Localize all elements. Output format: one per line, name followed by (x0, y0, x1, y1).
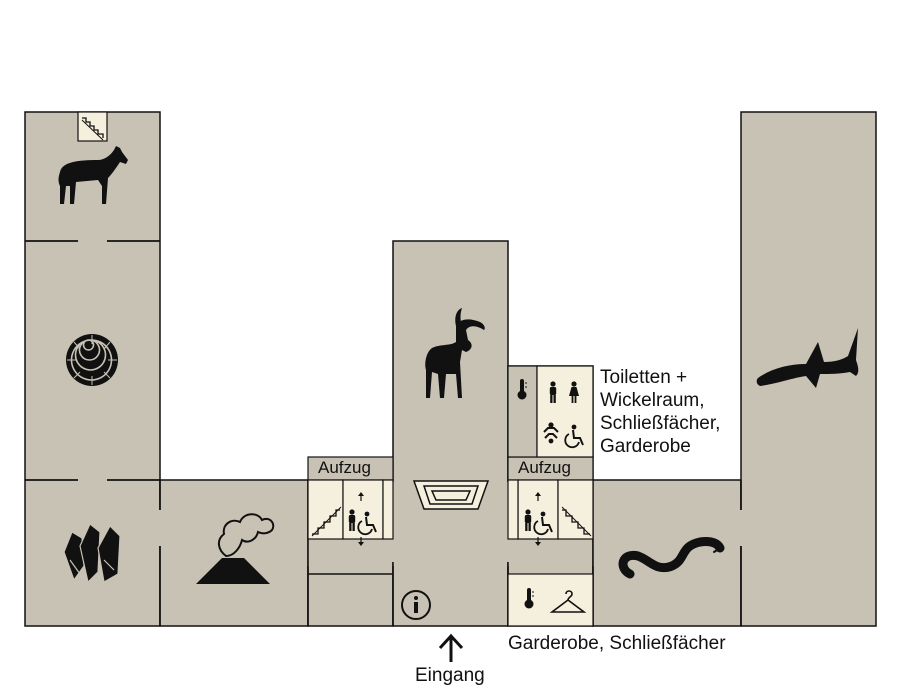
toilets-label-line4: Garderobe (600, 436, 691, 457)
toilets-label-line3: Schließfächer, (600, 413, 721, 434)
toilets-label-line1: Toiletten + (600, 367, 688, 388)
room-snake[interactable] (592, 479, 742, 627)
doorway-edges (159, 480, 742, 626)
toilets-block[interactable] (507, 365, 594, 458)
left-column-walls (25, 240, 160, 481)
info-counter[interactable] (412, 480, 490, 510)
crystal-icon (63, 523, 121, 584)
info-icon[interactable] (401, 590, 431, 620)
cloakroom-label: Garderobe, Schließfächer (508, 633, 726, 654)
lift-block-left[interactable] (307, 456, 394, 546)
ammonite-icon (66, 334, 118, 386)
elevator-icon (358, 492, 364, 546)
lift-label-right: Aufzug (518, 458, 571, 477)
snake-icon (618, 537, 725, 579)
hanger-icon (549, 590, 587, 613)
entrance-arrow-icon (438, 633, 464, 662)
lift-label-left: Aufzug (318, 458, 371, 477)
stairs-icon (312, 509, 340, 535)
shark-icon (756, 328, 859, 388)
cloakroom-bottom[interactable] (507, 573, 594, 627)
lift-block-right[interactable] (507, 456, 594, 546)
doorways (156, 510, 745, 546)
stairs-icon (562, 509, 590, 535)
volcano-icon (196, 513, 275, 584)
room-ibex-center[interactable] (392, 240, 509, 627)
toilets-label-line2: Wickelraum, (600, 390, 705, 411)
baby-changing-icon (543, 422, 559, 444)
zebra-icon (58, 146, 128, 204)
toilets-label: Toiletten + Wickelraum, Schließfächer, G… (600, 366, 720, 458)
elevator-icon (535, 492, 541, 546)
ibex-icon (425, 308, 485, 398)
stairs-top-left[interactable] (77, 111, 108, 142)
entrance-label: Eingang (415, 665, 485, 686)
